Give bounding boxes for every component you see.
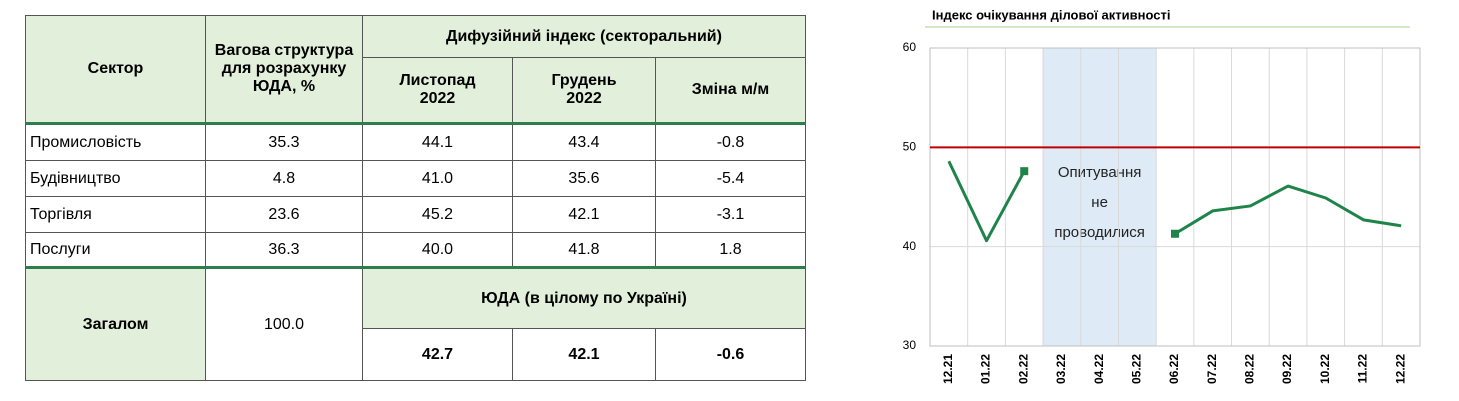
x-tick-label: 06.22 <box>1167 354 1181 384</box>
table-row: Торгівля 23.6 45.2 42.1 -3.1 <box>25 196 806 233</box>
y-tick-label: 50 <box>903 140 917 154</box>
x-tick-label: 04.22 <box>1092 354 1106 384</box>
total-value: -0.6 <box>655 328 806 381</box>
annotation: проводилися <box>1054 224 1145 241</box>
x-tick-label: 05.22 <box>1129 354 1143 384</box>
total-subheader: ЮДА (в цілому по Україні) <box>362 266 806 329</box>
annotation: Опитування <box>1058 164 1142 181</box>
x-tick-label: 10.22 <box>1318 354 1332 384</box>
total-value: 42.7 <box>362 328 513 381</box>
total-weight: 100.0 <box>205 266 363 381</box>
y-tick-label: 40 <box>903 239 917 253</box>
table-cell: 36.3 <box>205 232 363 268</box>
table-cell: 43.4 <box>512 122 656 161</box>
table-cell: 42.1 <box>512 196 656 233</box>
x-tick-label: 02.22 <box>1016 354 1030 384</box>
table-cell: 35.3 <box>205 122 363 161</box>
header-cell: Дифузійний індекс (секторальний) <box>362 15 806 58</box>
x-tick-label: 07.22 <box>1205 354 1219 384</box>
table-row: Промисловість 35.3 44.1 43.4 -0.8 <box>25 122 806 161</box>
table-cell: 23.6 <box>205 196 363 233</box>
no-survey-band <box>1043 48 1157 346</box>
point-marker <box>1020 167 1029 176</box>
table-body: Промисловість 35.3 44.1 43.4 -0.8 Будівництво… <box>25 122 806 268</box>
header-cell: Сектор <box>25 15 206 124</box>
point-marker <box>1171 229 1179 238</box>
total-label: Загалом <box>25 266 206 381</box>
annotation: не <box>1091 194 1108 211</box>
header-cell: Листопад 2022 <box>362 57 513 124</box>
chart-title: Індекс очікування ділової активності <box>932 7 1170 22</box>
x-tick-label: 11.22 <box>1356 354 1370 384</box>
y-tick-label: 60 <box>903 40 917 54</box>
header-text: Вагова структура для розрахунку ЮДА, % <box>214 42 354 95</box>
table-row: Послуги 36.3 40.0 41.8 1.8 <box>25 232 806 268</box>
header-cell: Зміна м/м <box>655 57 806 124</box>
table-cell: 45.2 <box>362 196 513 233</box>
x-tick-label: 08.22 <box>1243 354 1257 384</box>
sector-name: Торгівля <box>25 196 206 233</box>
plot-frame <box>929 47 1421 347</box>
data-table: Сектор Вагова структура для розрахунку Ю… <box>25 15 806 381</box>
table-cell: -3.1 <box>655 196 806 233</box>
table-cell: -5.4 <box>655 160 806 197</box>
x-tick-label: 12.21 <box>941 354 955 384</box>
x-tick-label: 09.22 <box>1280 354 1294 384</box>
x-tick-label: 12.22 <box>1393 354 1407 384</box>
table-cell: 44.1 <box>362 122 513 161</box>
y-tick-label: 30 <box>903 338 917 352</box>
series-line <box>947 160 1402 243</box>
table-cell: -0.8 <box>655 122 806 161</box>
header-text: Листопад 2022 <box>399 72 476 107</box>
sector-name: Промисловість <box>25 122 206 161</box>
header-text: Грудень 2022 <box>551 72 617 107</box>
x-tick-label: 03.22 <box>1054 354 1068 384</box>
sector-name: Будівництво <box>25 160 206 197</box>
x-tick-label: 01.22 <box>979 354 993 384</box>
table-row: Будівництво 4.8 41.0 35.6 -5.4 <box>25 160 806 197</box>
total-value: 42.1 <box>512 328 656 381</box>
